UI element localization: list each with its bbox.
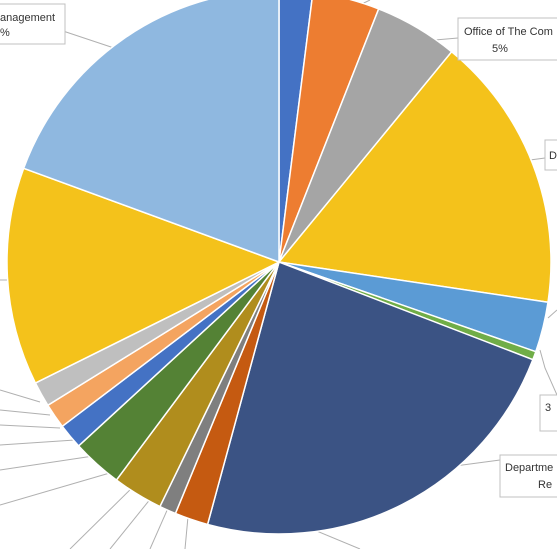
data-label-3: 3 (545, 402, 551, 414)
pie-slice-15 (22, 0, 280, 264)
data-labels: anagement % Office of The Com 5% D 3 Dep… (0, 3, 557, 498)
data-label-department: Departme (505, 462, 553, 474)
callout-box-department (499, 454, 557, 498)
callout-box-management (0, 3, 66, 45)
data-label-d: D (549, 150, 557, 162)
callout-box-d (544, 139, 557, 171)
callout-box-office (457, 17, 557, 61)
data-label-office-percent: 5% (492, 43, 508, 55)
pie-slice-3 (277, 50, 552, 304)
data-label-management-percent: % (0, 27, 10, 39)
pie-slice-0 (278, 0, 313, 263)
callout-box-3 (539, 394, 557, 432)
data-label-management: anagement (0, 12, 55, 24)
data-label-department-line2: Re (538, 479, 552, 491)
pie-slice-6 (206, 261, 534, 535)
pie-slice-14 (6, 167, 281, 385)
pie-slices (6, 0, 552, 535)
data-label-office: Office of The Com (464, 26, 553, 38)
